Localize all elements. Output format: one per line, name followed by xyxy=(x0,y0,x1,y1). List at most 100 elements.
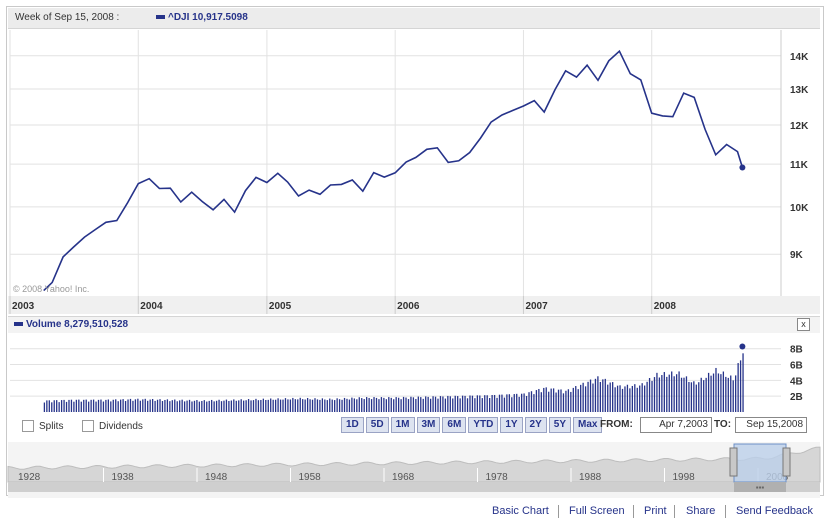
volume-bar xyxy=(366,397,368,412)
volume-bar xyxy=(523,393,525,412)
navigator-year-label: 1938 xyxy=(112,472,135,483)
volume-bar xyxy=(321,398,324,412)
splits-checkbox[interactable] xyxy=(22,420,34,432)
volume-bar xyxy=(262,398,264,412)
to-date-input[interactable]: Sep 15,2008 xyxy=(735,417,807,433)
range-3m-button[interactable]: 3M xyxy=(416,417,441,433)
volume-bar xyxy=(220,401,223,412)
volume-bar xyxy=(621,388,624,412)
range-ytd-button[interactable]: YTD xyxy=(468,417,499,433)
time-navigator[interactable]: 192819381948195819681978198819982008 ▪▪▪ xyxy=(0,438,829,498)
volume-bar xyxy=(97,399,100,412)
print-link[interactable]: Print xyxy=(644,505,667,517)
navigator-scroll-thumb[interactable] xyxy=(734,482,786,492)
volume-bar xyxy=(715,367,717,412)
volume-bar xyxy=(656,372,658,412)
y-tick-label: 9K xyxy=(790,250,804,261)
volume-bar xyxy=(607,384,609,412)
full-screen-link[interactable]: Full Screen xyxy=(569,505,625,517)
volume-bar xyxy=(518,396,520,412)
volume-bar xyxy=(83,399,85,412)
splits-toggle[interactable]: Splits xyxy=(22,420,63,432)
volume-bar xyxy=(395,397,397,412)
navigator-scrollbar[interactable] xyxy=(8,482,820,492)
volume-bar xyxy=(129,398,132,412)
volume-bar xyxy=(516,393,518,412)
volume-bar xyxy=(666,376,668,412)
volume-bar xyxy=(179,400,181,412)
volume-bar xyxy=(427,396,429,412)
volume-bar xyxy=(476,395,479,412)
volume-bar xyxy=(336,398,338,412)
close-volume-button[interactable]: x xyxy=(797,318,810,331)
volume-bar xyxy=(58,402,60,412)
volume-bar xyxy=(597,376,599,412)
from-date-input[interactable]: Apr 7,2003 xyxy=(640,417,712,433)
range-5d-button[interactable]: 5D xyxy=(365,417,389,433)
range-1m-button[interactable]: 1M xyxy=(390,417,415,433)
volume-bar xyxy=(85,399,87,412)
volume-bar xyxy=(48,400,50,412)
volume-bar xyxy=(348,399,351,412)
volume-header: Volume 8,279,510,528 xyxy=(8,316,820,333)
volume-bar xyxy=(319,399,321,412)
range-1d-button[interactable]: 1D xyxy=(341,417,364,433)
dividends-toggle[interactable]: Dividends xyxy=(82,420,143,432)
footer-divider xyxy=(558,505,559,518)
volume-bar xyxy=(270,398,272,412)
volume-bar xyxy=(648,378,651,412)
basic-chart-link[interactable]: Basic Chart xyxy=(492,505,549,517)
chart-header: Week of Sep 15, 2008 : ^DJI 10,917.5098 xyxy=(8,8,820,29)
navigator-selection[interactable] xyxy=(733,443,787,483)
volume-bar xyxy=(243,400,245,412)
volume-bar xyxy=(233,399,235,412)
volume-bar xyxy=(653,377,656,412)
volume-bar xyxy=(739,360,742,412)
volume-bar xyxy=(306,397,309,412)
volume-bar xyxy=(274,399,277,412)
last-price-marker xyxy=(739,164,746,171)
range-5y-button[interactable]: 5Y xyxy=(548,417,572,433)
volume-bar xyxy=(169,401,171,412)
x-axis: 2003 2004 2005 2006 2007 2008 xyxy=(8,296,820,314)
volume-bar xyxy=(250,400,252,412)
navigator-right-handle[interactable] xyxy=(782,447,791,477)
share-link[interactable]: Share xyxy=(686,505,716,517)
volume-bar xyxy=(279,399,282,412)
volume-bar xyxy=(159,399,161,412)
volume-bar xyxy=(75,399,78,412)
volume-bar xyxy=(671,371,673,412)
volume-bar xyxy=(343,397,346,412)
volume-chart[interactable]: 2B 4B 6B 8B xyxy=(0,332,829,414)
volume-bar xyxy=(206,401,208,412)
volume-bar xyxy=(294,399,296,412)
volume-bar xyxy=(624,386,626,412)
volume-bar xyxy=(565,390,567,412)
price-chart[interactable]: 9K 10K 11K 12K 13K 14K © 2008 Yahoo! Inc. xyxy=(0,0,829,300)
volume-bar xyxy=(60,400,63,412)
volume-bar xyxy=(636,387,638,412)
navigator-left-handle[interactable] xyxy=(729,447,738,477)
volume-bar xyxy=(46,400,48,412)
volume-bar xyxy=(533,394,535,412)
volume-bar xyxy=(735,375,737,412)
x-tick-label: 2003 xyxy=(12,301,35,312)
volume-bar xyxy=(346,398,348,412)
volume-bar xyxy=(545,387,547,412)
volume-bar xyxy=(415,398,417,412)
volume-bar xyxy=(297,399,299,412)
volume-bar xyxy=(631,385,633,412)
dividends-checkbox[interactable] xyxy=(82,420,94,432)
range-6m-button[interactable]: 6M xyxy=(442,417,467,433)
x-tick-label: 2007 xyxy=(525,301,548,312)
volume-bar xyxy=(51,402,53,412)
volume-bar xyxy=(331,399,333,412)
send-feedback-link[interactable]: Send Feedback xyxy=(736,505,814,517)
volume-bar xyxy=(385,399,387,412)
volume-bar xyxy=(513,394,515,412)
volume-bar xyxy=(520,393,523,412)
volume-bar xyxy=(402,396,405,412)
range-1y-button[interactable]: 1Y xyxy=(500,417,523,433)
range-max-button[interactable]: Max xyxy=(573,417,603,433)
range-2y-button[interactable]: 2Y xyxy=(524,417,547,433)
